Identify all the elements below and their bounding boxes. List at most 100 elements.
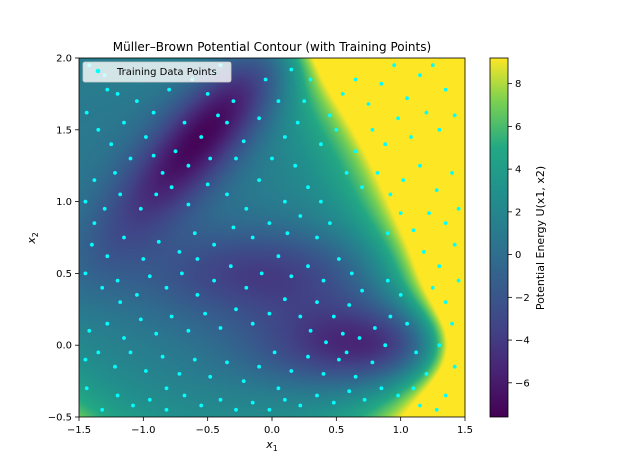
- training-point: [298, 314, 303, 319]
- training-point: [337, 257, 341, 261]
- training-point: [409, 135, 413, 139]
- training-point: [151, 110, 156, 115]
- colorbar-label: Potential Energy U(x1, x2): [534, 166, 547, 310]
- training-point: [147, 274, 152, 279]
- training-point: [154, 331, 159, 336]
- potential-heatmap: [79, 58, 465, 417]
- training-point: [257, 116, 261, 121]
- training-point: [360, 185, 364, 190]
- training-point: [370, 360, 375, 365]
- y-axis-ticks: −0.5 0.0 0.5 1.0 1.5 2.0: [48, 54, 79, 424]
- training-point: [334, 127, 339, 132]
- training-point: [234, 307, 238, 312]
- x-axis-label: x1: [265, 438, 278, 453]
- training-point: [177, 250, 182, 254]
- training-point: [289, 274, 294, 279]
- training-point: [452, 364, 457, 369]
- training-point: [250, 400, 255, 405]
- training-point: [257, 364, 261, 369]
- training-point: [154, 192, 159, 197]
- training-point: [308, 77, 313, 82]
- training-point: [306, 264, 310, 269]
- training-point: [267, 221, 272, 226]
- training-point: [212, 278, 217, 283]
- training-point: [192, 357, 197, 362]
- training-point: [160, 354, 165, 359]
- training-point: [144, 369, 148, 373]
- training-point: [443, 393, 448, 398]
- training-point: [212, 242, 217, 247]
- training-point: [452, 242, 457, 247]
- training-point: [164, 386, 169, 391]
- training-point: [186, 328, 191, 333]
- legend: Training Data Points: [82, 61, 232, 83]
- training-point: [160, 171, 165, 175]
- training-point: [109, 142, 114, 147]
- training-point: [122, 235, 126, 240]
- colorbar-tick-label: −6: [515, 378, 530, 389]
- training-point: [306, 354, 310, 359]
- training-point: [105, 87, 110, 92]
- training-point: [138, 206, 143, 211]
- training-point: [96, 127, 101, 132]
- training-point: [434, 407, 439, 412]
- training-point: [344, 350, 349, 355]
- training-point: [340, 331, 345, 336]
- training-point: [405, 321, 409, 326]
- training-point: [115, 393, 120, 398]
- training-point: [349, 271, 354, 276]
- training-point: [257, 178, 261, 183]
- training-point: [414, 350, 418, 355]
- training-point: [347, 389, 352, 394]
- training-point: [411, 228, 416, 233]
- training-point: [151, 153, 156, 158]
- training-point: [427, 211, 431, 216]
- training-point: [276, 254, 281, 259]
- training-point: [443, 221, 448, 226]
- training-point: [228, 264, 233, 269]
- training-point: [92, 221, 97, 226]
- colorbar-tick-label: −4: [515, 336, 530, 347]
- colorbar: −6 −4 −2 0 2 4 6 8 Potential Energy U(x1, x2): [489, 57, 547, 418]
- training-point: [437, 343, 442, 348]
- training-point: [396, 116, 400, 121]
- training-point: [324, 340, 328, 345]
- training-point: [443, 87, 448, 92]
- training-point: [105, 321, 110, 326]
- training-point: [138, 317, 143, 322]
- colorbar-tick-label: 8: [515, 79, 521, 90]
- training-point: [128, 350, 133, 355]
- training-point: [131, 403, 135, 408]
- training-point: [418, 403, 422, 408]
- training-point: [234, 407, 238, 412]
- training-point: [169, 185, 174, 190]
- training-point: [443, 300, 448, 304]
- training-point: [205, 182, 210, 187]
- training-point: [216, 113, 220, 118]
- training-point: [83, 271, 88, 276]
- x-tick-label: −1.5: [67, 425, 91, 436]
- training-point: [418, 163, 422, 168]
- training-point: [118, 300, 123, 304]
- colorbar-tick-label: −2: [515, 293, 530, 304]
- training-point: [328, 221, 332, 226]
- colorbar-gradient: [490, 58, 508, 417]
- training-point: [173, 149, 178, 154]
- training-point: [283, 135, 287, 139]
- training-point: [319, 142, 323, 147]
- y-tick-label: 0.5: [56, 269, 72, 280]
- training-point: [250, 235, 255, 240]
- training-point: [353, 374, 358, 379]
- x-tick-label: 0.5: [328, 425, 344, 436]
- training-point: [383, 142, 388, 147]
- training-point: [430, 285, 435, 290]
- training-point: [263, 77, 268, 82]
- colorbar-ticks: −6 −4 −2 0 2 4 6 8: [508, 79, 530, 389]
- training-point: [353, 77, 358, 82]
- training-point: [315, 300, 319, 304]
- training-point: [180, 271, 184, 276]
- legend-label: Training Data Points: [116, 67, 217, 78]
- training-point: [128, 156, 133, 161]
- training-point: [199, 135, 204, 139]
- training-point: [306, 185, 310, 190]
